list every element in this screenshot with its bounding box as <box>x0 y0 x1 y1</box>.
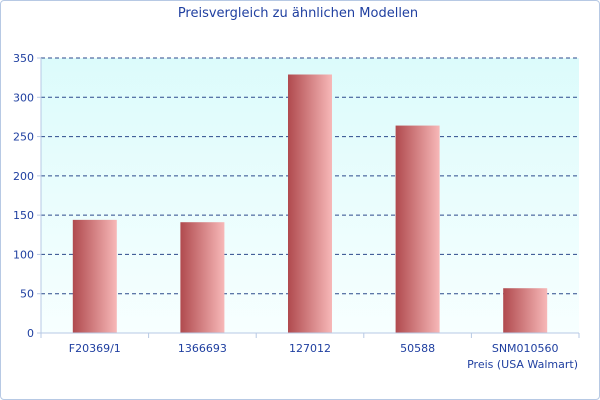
y-tick-label: 0 <box>27 327 34 340</box>
bar <box>395 125 440 333</box>
x-axis-label: Preis (USA Walmart) <box>467 358 578 371</box>
y-tick-label: 100 <box>13 248 34 261</box>
x-tick-label: F20369/1 <box>69 342 121 355</box>
y-tick-label: 50 <box>20 288 34 301</box>
bar <box>503 288 548 333</box>
y-tick-label: 150 <box>13 209 34 222</box>
bar-series <box>72 74 548 333</box>
x-axis: F20369/1 1366693 127012 50588 SNM010560 <box>40 332 580 355</box>
y-tick-label: 350 <box>13 52 34 65</box>
y-tick-label: 300 <box>13 91 34 104</box>
x-tick-label: 50588 <box>400 342 435 355</box>
chart-title: Preisvergleich zu ähnlichen Modellen <box>178 6 418 21</box>
x-tick-label: 127012 <box>289 342 331 355</box>
x-tick-label: SNM010560 <box>492 342 559 355</box>
bar <box>288 74 332 333</box>
bar <box>180 222 225 333</box>
y-tick-label: 250 <box>13 131 34 144</box>
y-tick-label: 200 <box>13 170 34 183</box>
y-axis: 0 50 100 150 200 250 300 350 <box>13 52 42 340</box>
x-tick-label: 1366693 <box>178 342 227 355</box>
bar <box>72 219 117 333</box>
